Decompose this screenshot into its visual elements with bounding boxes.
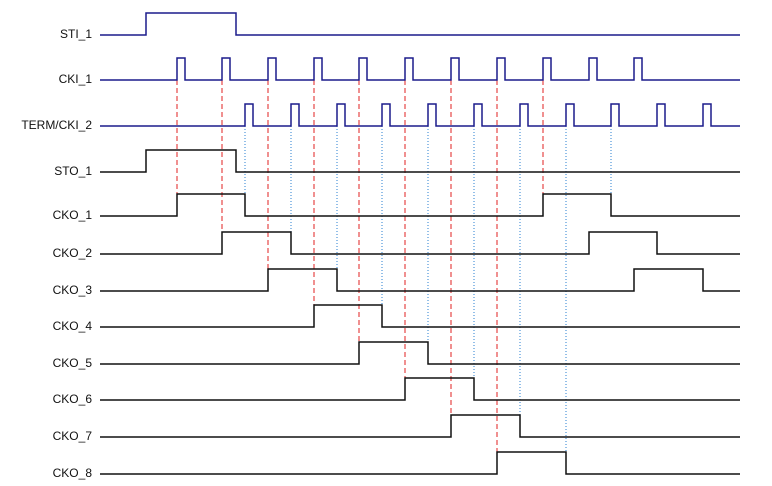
signal-label: CKO_8: [53, 466, 93, 480]
waveform: [100, 193, 740, 217]
waveform: [100, 451, 740, 475]
signal-label: CKO_4: [53, 319, 93, 333]
signal-label: CKO_5: [53, 356, 93, 370]
waveform: [100, 57, 740, 81]
waveform: [100, 304, 740, 328]
waveform: [100, 268, 740, 292]
waveform: [100, 341, 740, 365]
signal-label: CKO_7: [53, 429, 93, 443]
signal-label: CKO_6: [53, 392, 93, 406]
waveform: [100, 149, 740, 173]
signal-label: CKO_3: [53, 283, 93, 297]
waveform: [100, 12, 740, 36]
signal-label: CKI_1: [59, 72, 93, 86]
signal-label: STO_1: [54, 164, 92, 178]
waveform: [100, 414, 740, 438]
waveform: [100, 377, 740, 401]
waveform: [100, 231, 740, 255]
signal-label: CKO_1: [53, 208, 93, 222]
signal-label: CKO_2: [53, 246, 93, 260]
signal-label: STI_1: [60, 27, 92, 41]
waveform: [100, 103, 740, 127]
signal-label: TERM/CKI_2: [21, 118, 92, 132]
